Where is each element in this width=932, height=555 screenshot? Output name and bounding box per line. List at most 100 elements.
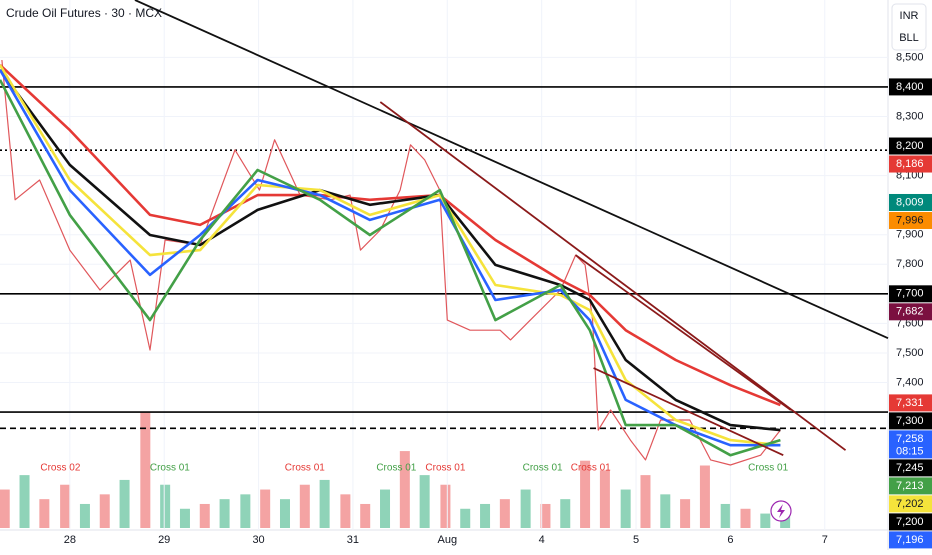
volume-bar bbox=[179, 508, 190, 528]
volume-bar bbox=[580, 460, 591, 528]
y-tick-label: 7,500 bbox=[896, 347, 924, 359]
price-badge bbox=[889, 394, 932, 412]
currency-button[interactable]: INR bbox=[900, 10, 919, 22]
price-badge bbox=[889, 78, 932, 96]
volume-bar bbox=[460, 508, 471, 528]
chart-title: Crude Oil Futures · 30 · MCX bbox=[6, 6, 162, 20]
volume-bar bbox=[760, 513, 771, 528]
volume-bar bbox=[319, 479, 330, 528]
price-badge-label: 7,258 bbox=[896, 433, 924, 445]
volume-bar bbox=[260, 489, 271, 528]
price-badge-label: 7,200 bbox=[896, 516, 924, 528]
volume-bar bbox=[640, 475, 651, 528]
trend-line bbox=[134, 0, 889, 339]
volume-bar bbox=[680, 499, 691, 528]
volume-bar bbox=[99, 494, 110, 528]
cross-label: Cross 01 bbox=[425, 463, 465, 474]
cross-label: Cross 01 bbox=[571, 463, 611, 474]
cross-label: Cross 01 bbox=[285, 463, 325, 474]
price-badge-label: 7,300 bbox=[896, 415, 924, 427]
volume-bar bbox=[699, 465, 710, 528]
price-badge bbox=[889, 430, 932, 459]
volume-bar bbox=[599, 470, 610, 528]
x-tick-label: 30 bbox=[252, 534, 264, 546]
price-badge bbox=[889, 495, 932, 513]
trend-line bbox=[575, 254, 792, 411]
volume-bar bbox=[520, 489, 531, 528]
volume-bar bbox=[440, 484, 451, 528]
cross-label: Cross 01 bbox=[523, 463, 563, 474]
price-badge-label: 8,200 bbox=[896, 140, 924, 152]
price-badge-label: 8,400 bbox=[896, 81, 924, 93]
price-badge bbox=[889, 513, 932, 531]
price-badge-label: 8,186 bbox=[896, 158, 924, 170]
price-badge-label: 7,202 bbox=[896, 498, 924, 510]
price-badge bbox=[889, 412, 932, 430]
volume-bar bbox=[119, 479, 130, 528]
price-badge-label: 7,213 bbox=[896, 480, 924, 492]
price-badge bbox=[889, 137, 932, 155]
y-tick-label: 7,400 bbox=[896, 376, 924, 388]
x-tick-label: 29 bbox=[158, 534, 170, 546]
moving-average bbox=[0, 64, 781, 447]
x-tick-label: 28 bbox=[64, 534, 76, 546]
y-tick-label: 8,500 bbox=[896, 51, 924, 63]
price-badge bbox=[889, 193, 932, 211]
volume-bar bbox=[79, 503, 90, 528]
volume-bar bbox=[39, 499, 50, 528]
volume-bar bbox=[419, 475, 430, 528]
price-badge-label: 7,700 bbox=[896, 288, 924, 300]
volume-bar bbox=[740, 508, 751, 528]
x-tick-label: 7 bbox=[822, 534, 828, 546]
volume-bar bbox=[620, 489, 631, 528]
button-group bbox=[891, 3, 927, 51]
volume-bar bbox=[160, 484, 171, 528]
x-tick-label: 6 bbox=[727, 534, 733, 546]
price-badge bbox=[889, 531, 932, 549]
volume-bar bbox=[0, 489, 10, 528]
volume-bar bbox=[219, 499, 230, 528]
volume-bar bbox=[499, 499, 510, 528]
bolt-icon bbox=[777, 504, 785, 518]
volume-bar bbox=[399, 451, 410, 528]
cross-label: Cross 01 bbox=[376, 463, 416, 474]
volume-bar bbox=[140, 412, 151, 528]
price-badge-label: 7,682 bbox=[896, 306, 924, 318]
price-badge-label: 7,331 bbox=[896, 397, 924, 409]
unit-button[interactable]: BLL bbox=[899, 32, 919, 44]
trend-line bbox=[593, 367, 784, 457]
volume-bar bbox=[360, 503, 371, 528]
price-axis: 7,4007,5007,6007,8007,9008,1008,3008,500… bbox=[889, 51, 932, 549]
volume-bar bbox=[279, 499, 290, 528]
x-tick-label: Aug bbox=[438, 534, 458, 546]
volume-bar bbox=[480, 503, 491, 528]
volume-bar bbox=[660, 494, 671, 528]
price-badge bbox=[889, 285, 932, 303]
price-badge-label: 7,196 bbox=[896, 534, 924, 546]
volume-bar bbox=[380, 489, 391, 528]
price-badge bbox=[889, 303, 932, 321]
x-tick-label: 4 bbox=[539, 534, 545, 546]
volume-bar bbox=[340, 494, 351, 528]
volume-bar bbox=[19, 475, 30, 528]
price-badge bbox=[889, 155, 932, 173]
price-badge-label: 7,996 bbox=[896, 214, 924, 226]
cross-label: Cross 01 bbox=[748, 463, 788, 474]
x-tick-label: 5 bbox=[633, 534, 639, 546]
y-tick-label: 8,300 bbox=[896, 110, 924, 122]
x-tick-label: 31 bbox=[347, 534, 359, 546]
price-badge bbox=[889, 477, 932, 495]
volume-bar bbox=[60, 484, 71, 528]
volume-bar bbox=[299, 484, 310, 528]
countdown-label: 08:15 bbox=[896, 445, 924, 457]
cross-label: Cross 01 bbox=[150, 463, 190, 474]
volume-bar bbox=[720, 503, 731, 528]
volume-bar bbox=[240, 494, 251, 528]
volume-pane bbox=[0, 412, 791, 528]
trend-line bbox=[379, 101, 847, 451]
moving-average bbox=[0, 69, 781, 447]
volume-bar bbox=[560, 499, 571, 528]
